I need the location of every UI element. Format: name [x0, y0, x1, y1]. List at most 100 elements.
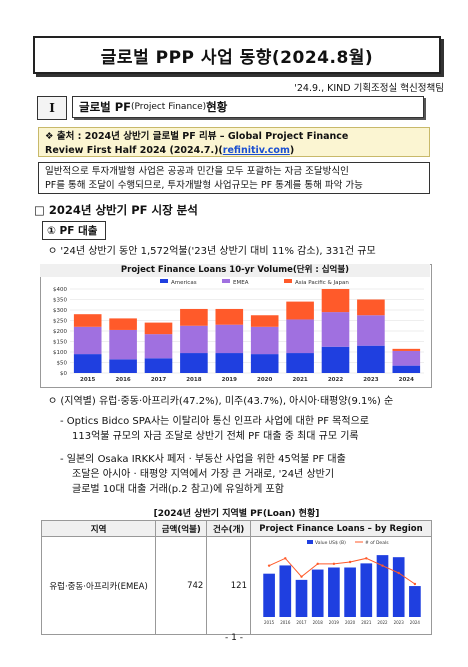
th-chart: Project Finance Loans – by Region: [250, 520, 432, 537]
region-bar: [263, 573, 275, 617]
legend-swatch: [160, 279, 168, 283]
table-caption: [2024년 상반기 지역별 PF(Loan) 현황]: [153, 509, 320, 519]
y-tick-label: $200: [53, 329, 67, 335]
intro-box: 일반적으로 투자개발형 사업은 공공과 민간을 모두 포괄하는 자금 조달방식인…: [38, 162, 430, 194]
x-tick-label: 2021: [361, 620, 372, 625]
deals-point: [365, 557, 368, 560]
legend-label: Value US$ (B): [315, 540, 346, 546]
bar-americas: [73, 354, 102, 373]
bar-emea: [109, 329, 137, 360]
deals-point: [316, 562, 319, 566]
section-title-b: (Project Finance): [131, 102, 207, 112]
deals-point: [397, 571, 400, 575]
y-tick-label: $0: [60, 371, 67, 377]
bar-asia-pacific-japan: [392, 348, 421, 351]
legend-swatch: [222, 279, 230, 283]
bar-americas: [357, 345, 385, 373]
y-tick-label: $150: [53, 340, 67, 346]
legend-label: Asia Pacific & Japan: [295, 280, 349, 286]
bar-asia-pacific-japan: [180, 308, 208, 326]
bar-emea: [73, 326, 102, 355]
dash2: - 일본의 Osaka IRKK사 페저 · 부동산 사업을 위한 45억불 P…: [60, 452, 346, 497]
bar-americas: [180, 353, 208, 373]
legend-label: EMEA: [233, 280, 249, 286]
cell-region: 유럽·중동·아프리카(EMEA): [40, 536, 157, 635]
bar-americas: [109, 359, 137, 373]
x-tick-label: 2017: [151, 377, 166, 383]
region-bar: [392, 557, 405, 617]
page-number: - 1 -: [225, 633, 243, 643]
bar-asia-pacific-japan: [109, 318, 137, 330]
source-line2: Review First Half 2024 (2024.7.)(refinit…: [45, 144, 423, 158]
y-tick-label: $400: [53, 287, 67, 293]
bar-americas: [144, 358, 173, 373]
bar-emea: [321, 312, 350, 347]
bar-asia-pacific-japan: [250, 315, 279, 327]
bar-emea: [392, 350, 421, 366]
x-tick-label: 2018: [313, 620, 324, 625]
department: '24.9., KIND 기획조정실 혁신정책팀: [294, 83, 444, 94]
section-title-c: 현황: [206, 100, 228, 114]
th-amount: 금액(억불): [155, 520, 208, 537]
bar-emea: [357, 315, 385, 346]
x-tick-label: 2020: [345, 620, 356, 625]
y-tick-label: $50: [57, 361, 68, 367]
bar-emea: [180, 325, 208, 354]
section-title-a: 글로벌 PF: [79, 100, 132, 114]
bullet-total: ㅇ '24년 상반기 동안 1,572억불('23년 상반기 대비 11% 감소…: [48, 246, 376, 257]
source-line2-end: ): [289, 145, 295, 156]
deals-point: [300, 575, 303, 578]
x-tick-label: 2019: [222, 377, 237, 383]
page-title: 글로벌 PPP 사업 동향(2024.8월): [100, 47, 374, 68]
deals-point: [413, 582, 417, 586]
dash2-line1: - 일본의 Osaka IRKK사 페저 · 부동산 사업을 위한 45억불 P…: [60, 454, 346, 465]
x-tick-label: 2017: [296, 620, 307, 625]
deals-line: [268, 557, 416, 585]
dash2-line3: 글로벌 10대 대출 거래(p.2 참고)에 유일하게 포함: [72, 484, 284, 495]
x-tick-label: 2024: [399, 377, 414, 383]
bar-asia-pacific-japan: [73, 314, 102, 327]
y-tick-label: $300: [53, 308, 67, 314]
x-tick-label: 2018: [186, 377, 201, 383]
source-link[interactable]: refinitiv.com: [222, 145, 290, 156]
y-tick-label: $250: [53, 319, 67, 325]
x-tick-label: 2024: [410, 620, 421, 625]
item-heading: ① PF 대출: [42, 221, 107, 240]
legend-swatch: [307, 540, 313, 544]
section-number: I: [37, 96, 67, 120]
bar-americas: [215, 353, 244, 373]
legend-label: # of Deals: [365, 540, 389, 546]
y-tick-label: $100: [53, 350, 67, 356]
region-bar: [409, 586, 421, 617]
x-tick-label: 2021: [292, 377, 307, 383]
chart1-svg: Americas EMEA Asia Pacific & Japan $0 $50 $10…: [53, 279, 424, 383]
bar-asia-pacific-japan: [357, 299, 385, 316]
deals-point: [348, 560, 352, 564]
legend-swatch: [284, 279, 292, 283]
bar-emea: [286, 319, 314, 354]
bar-americas: [286, 353, 314, 373]
x-tick-label: 2015: [80, 377, 95, 383]
cell-chart: Value US$ (B) # of Deals 2015 2016 2017 2018 2…: [250, 536, 432, 635]
deals-point: [284, 557, 287, 560]
bar-emea: [144, 334, 173, 359]
bar-asia-pacific-japan: [215, 308, 244, 325]
region-bar: [344, 567, 356, 617]
x-tick-label: 2019: [329, 620, 340, 625]
dash1-line1: - Optics Bidco SPA사는 이탈리아 통신 인프라 사업에 대한 …: [60, 416, 369, 427]
bar-asia-pacific-japan: [321, 289, 350, 313]
x-tick-label: 2020: [257, 377, 272, 383]
section-title: 글로벌 PF (Project Finance) 현황: [72, 96, 424, 118]
table-row: 유럽·중동·아프리카(EMEA) 742 121 Value US$ (B) # …: [40, 536, 432, 635]
cell-amount: 742: [155, 536, 208, 635]
intro-line1: 일반적으로 투자개발형 사업은 공공과 민간을 모두 포괄하는 자금 조달방식인: [45, 166, 349, 177]
bar-asia-pacific-japan: [286, 301, 314, 320]
th-region: 지역: [40, 520, 157, 537]
region-bar: [328, 567, 340, 617]
region-bar: [279, 565, 292, 617]
chart2-svg: Value US$ (B) # of Deals 2015 2016 2017 2018 2…: [263, 540, 421, 625]
x-tick-label: 2023: [394, 620, 405, 625]
th-count: 건수(개): [206, 520, 251, 537]
table-header-row: 지역 금액(억불) 건수(개) Project Finance Loans – …: [40, 520, 432, 537]
region-bar: [295, 579, 308, 617]
